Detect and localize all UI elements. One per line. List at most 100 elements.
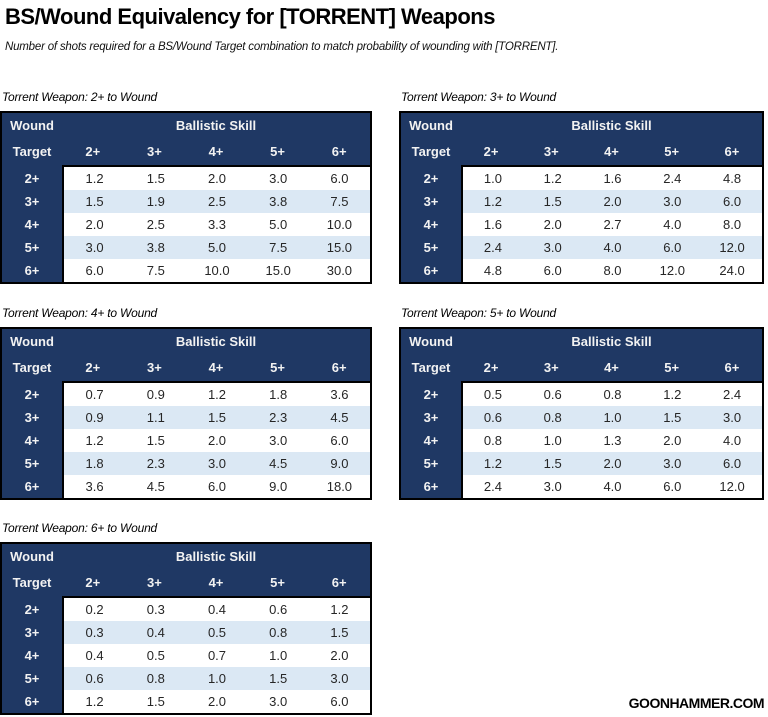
data-cell: 1.9 [146,194,165,209]
row-label: 2+ [423,387,439,402]
data-cell: 4.5 [269,456,288,471]
data-cell: 7.5 [330,194,349,209]
data-cell: 1.2 [483,194,502,209]
bs-column-header: 2+ [85,360,101,375]
table-header-row-2: Target 2+ 3+ 4+ 5+ 6+ [401,354,762,381]
data-grid: 0.7 0.9 1.2 1.8 3.6 0.9 1.1 1.5 2.3 4.5 [62,381,370,498]
data-cell: 3.0 [330,671,349,686]
data-cell: 1.2 [85,433,104,448]
equivalency-table: Wound Ballistic Skill Target 2+ 3+ 4+ 5+… [0,542,372,715]
data-cell: 0.3 [85,625,104,640]
table-row: 1.2 1.5 2.0 3.0 6.0 [64,167,370,190]
data-cell: 0.5 [483,387,502,402]
data-cell: 3.8 [269,194,288,209]
bs-column-header: 2+ [483,144,499,159]
bs-column-header: 6+ [331,360,347,375]
data-cell: 0.8 [543,410,562,425]
row-label: 6+ [423,479,439,494]
table-row: 2.0 2.5 3.3 5.0 10.0 [64,213,370,236]
data-cell: 15.0 [326,240,353,255]
data-cell: 3.6 [85,479,104,494]
data-cell: 1.5 [146,694,165,709]
data-cell: 3.0 [269,433,288,448]
data-cell: 2.0 [85,217,104,232]
bs-column-header: 5+ [270,144,285,159]
data-cell: 1.0 [269,648,288,663]
row-label-column: 2+ 3+ 4+ 5+ 6+ [2,165,62,282]
bs-column-header: 5+ [664,360,680,375]
table-block-4plus: Torrent Weapon: 4+ to Wound Wound Ballis… [0,306,372,500]
wound-header: Wound [10,549,54,564]
bs-column-header: 4+ [604,144,619,159]
data-cell: 2.4 [483,479,502,494]
data-cell: 5.0 [269,217,288,232]
data-cell: 1.0 [543,433,562,448]
data-cell: 10.0 [204,263,230,278]
row-label: 3+ [423,410,439,425]
table-header-row-2: Target 2+ 3+ 4+ 5+ 6+ [401,138,762,165]
table-row: 0.6 0.8 1.0 1.5 3.0 [64,667,370,690]
data-cell: 7.5 [146,263,165,278]
row-label: 5+ [24,240,40,255]
data-cell: 0.6 [269,602,288,617]
data-cell: 1.0 [483,171,502,186]
data-cell: 0.8 [269,625,288,640]
row-label: 5+ [423,240,439,255]
row-label: 2+ [24,602,40,617]
table-row: 4.8 6.0 8.0 12.0 24.0 [463,259,762,282]
table-header-row-2: Target 2+ 3+ 4+ 5+ 6+ [2,569,370,596]
data-cell: 3.6 [330,387,349,402]
target-header: Target [12,575,52,590]
data-cell: 4.0 [603,479,622,494]
ballistic-skill-header: Ballistic Skill [571,118,652,133]
table-body: 2+ 3+ 4+ 5+ 6+ 0.7 0.9 1.2 1.8 3.6 0. [2,381,370,498]
equivalency-table: Wound Ballistic Skill Target 2+ 3+ 4+ 5+… [399,327,764,500]
data-cell: 0.9 [146,387,165,402]
data-cell: 1.2 [663,387,682,402]
data-cell: 6.0 [543,263,562,278]
data-cell: 15.0 [265,263,291,278]
data-cell: 1.5 [207,410,227,425]
table-row: 2.4 3.0 4.0 6.0 12.0 [463,475,762,498]
data-cell: 1.5 [146,171,165,186]
data-cell: 3.0 [269,694,288,709]
data-cell: 1.0 [207,671,227,686]
data-cell: 8.0 [603,263,622,278]
row-label: 4+ [24,648,40,663]
row-label: 6+ [24,479,40,494]
data-cell: 0.4 [85,648,104,663]
data-cell: 30.0 [326,263,353,278]
table-row: 1.0 1.2 1.6 2.4 4.8 [463,167,762,190]
table-body: 2+ 3+ 4+ 5+ 6+ 0.5 0.6 0.8 1.2 2.4 0. [401,381,762,498]
row-label: 6+ [423,263,439,278]
row-label: 6+ [24,263,40,278]
data-cell: 2.0 [207,433,227,448]
bs-column-header: 2+ [483,360,499,375]
table-block-6plus: Torrent Weapon: 6+ to Wound Wound Ballis… [0,521,372,715]
data-cell: 12.0 [719,479,745,494]
ballistic-skill-header: Ballistic Skill [175,549,257,564]
row-label-column: 2+ 3+ 4+ 5+ 6+ [2,381,62,498]
data-cell: 1.6 [603,171,622,186]
data-grid: 1.2 1.5 2.0 3.0 6.0 1.5 1.9 2.5 3.8 7.5 [62,165,370,282]
data-cell: 3.0 [207,456,227,471]
table-row: 0.2 0.3 0.4 0.6 1.2 [64,598,370,621]
data-cell: 2.4 [483,240,502,255]
data-cell: 0.4 [207,602,227,617]
bs-column-header: 2+ [85,575,101,590]
row-label: 3+ [24,625,40,640]
data-cell: 4.0 [723,433,742,448]
table-label: Torrent Weapon: 4+ to Wound [2,306,158,320]
row-label-column: 2+ 3+ 4+ 5+ 6+ [2,596,62,713]
data-cell: 2.0 [330,648,349,663]
bs-column-header: 6+ [724,360,740,375]
data-cell: 3.0 [723,410,742,425]
table-header-row-2: Target 2+ 3+ 4+ 5+ 6+ [2,354,370,381]
table-header-row-1: Wound Ballistic Skill [2,113,370,138]
data-cell: 0.9 [85,410,104,425]
bs-column-header: 3+ [146,575,162,590]
data-cell: 1.5 [330,625,349,640]
table-header-row-1: Wound Ballistic Skill [401,113,762,138]
row-label: 2+ [24,171,40,186]
